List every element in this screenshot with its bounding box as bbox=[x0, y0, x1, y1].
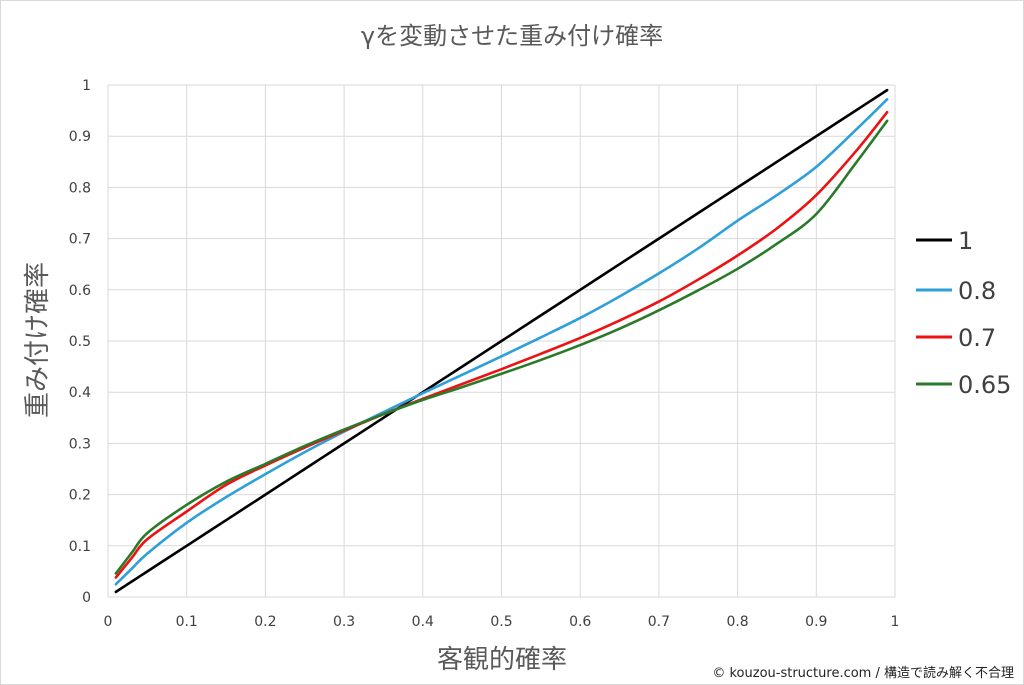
series-lines bbox=[114, 88, 889, 594]
y-tick-labels: 0 0.1 0.2 0.3 0.4 0.5 0.6 0.7 0.8 0.9 1 bbox=[69, 78, 91, 606]
y-tick-label: 0 bbox=[82, 590, 91, 606]
legend-label: 0.8 bbox=[958, 277, 996, 305]
legend-label: 1 bbox=[958, 227, 973, 255]
x-tick-label: 0.5 bbox=[490, 614, 512, 630]
chart-title: γを変動させた重み付け確率 bbox=[361, 22, 663, 50]
y-tick-label: 0.9 bbox=[69, 129, 91, 145]
y-tick-label: 0.3 bbox=[69, 436, 91, 452]
legend-label: 0.7 bbox=[958, 324, 996, 352]
legend-label: 0.65 bbox=[958, 371, 1011, 399]
x-tick-label: 0.6 bbox=[569, 614, 591, 630]
x-tick-label: 1 bbox=[891, 614, 900, 630]
series-line-0-65 bbox=[114, 119, 889, 575]
y-tick-label: 0.2 bbox=[69, 488, 91, 504]
x-tick-label: 0.7 bbox=[648, 614, 670, 630]
x-tick-label: 0.8 bbox=[726, 614, 748, 630]
x-tick-label: 0 bbox=[104, 614, 113, 630]
x-tick-label: 0.9 bbox=[805, 614, 827, 630]
x-tick-label: 0.1 bbox=[176, 614, 198, 630]
credit-text: © kouzou-structure.com / 構造で読み解く不合理 bbox=[712, 665, 1014, 681]
y-tick-label: 1 bbox=[82, 78, 91, 94]
y-tick-label: 0.4 bbox=[69, 385, 91, 401]
x-tick-label: 0.3 bbox=[333, 614, 355, 630]
y-tick-label: 0.6 bbox=[69, 283, 91, 299]
series-line-1 bbox=[114, 88, 889, 594]
legend: 1 0.8 0.7 0.65 bbox=[916, 227, 1011, 399]
x-axis-title: 客観的確率 bbox=[437, 645, 567, 675]
grid bbox=[107, 84, 896, 598]
x-tick-labels: 0 0.1 0.2 0.3 0.4 0.5 0.6 0.7 0.8 0.9 1 bbox=[104, 614, 900, 630]
series-line-0-7 bbox=[114, 110, 889, 579]
x-tick-label: 0.2 bbox=[254, 614, 276, 630]
series-line-0-8 bbox=[114, 98, 889, 586]
y-axis-title: 重み付け確率 bbox=[23, 262, 53, 418]
y-tick-label: 0.1 bbox=[69, 539, 91, 555]
y-tick-label: 0.5 bbox=[69, 334, 91, 350]
y-tick-label: 0.7 bbox=[69, 232, 91, 248]
y-tick-label: 0.8 bbox=[69, 180, 91, 196]
x-tick-label: 0.4 bbox=[412, 614, 434, 630]
